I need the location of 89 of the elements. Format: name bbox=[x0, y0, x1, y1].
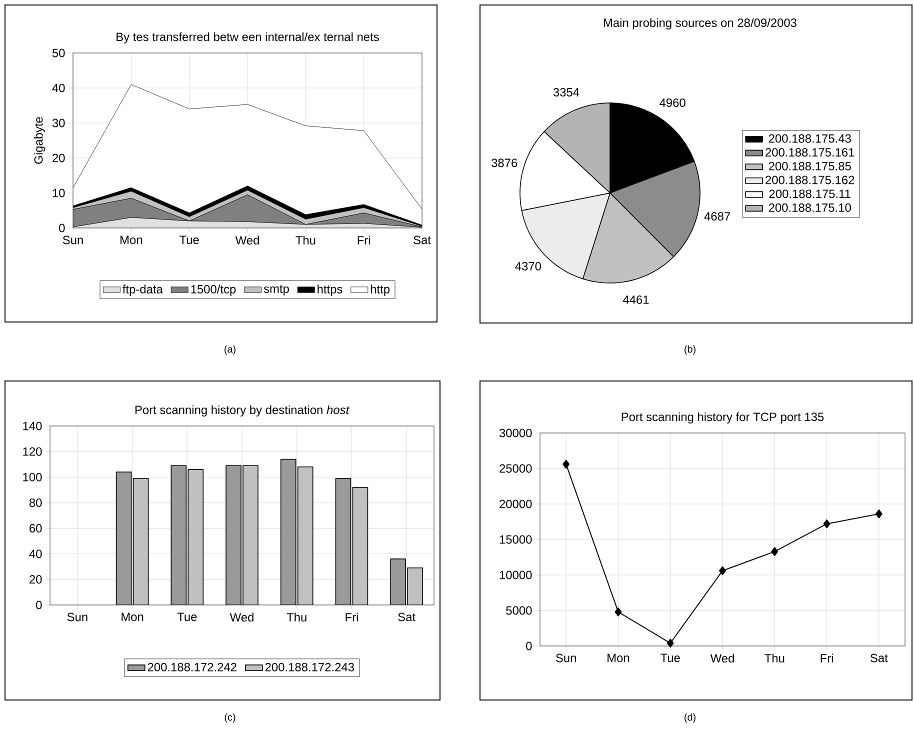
y-tick-label: 25000 bbox=[500, 464, 532, 473]
x-tick-label: Fri bbox=[346, 612, 358, 622]
bar bbox=[297, 466, 314, 605]
bar bbox=[132, 478, 149, 605]
y-tick-label: 10000 bbox=[500, 570, 532, 580]
y-tick-label: 10 bbox=[52, 188, 65, 198]
data-label: 4370 bbox=[515, 262, 542, 270]
legend-label: 200.188.175.11 bbox=[769, 190, 850, 198]
bar bbox=[170, 465, 187, 605]
bar bbox=[280, 458, 296, 605]
x-tick-label: Sun bbox=[556, 654, 576, 662]
y-tick-label: 5000 bbox=[506, 606, 532, 615]
point bbox=[666, 638, 674, 648]
y-tick-label: 80 bbox=[29, 498, 42, 507]
legend-label: smtp bbox=[264, 285, 289, 296]
data-label: 3354 bbox=[553, 88, 580, 96]
x-tick-label: Sat bbox=[870, 654, 888, 662]
x-tick-label: Wed bbox=[710, 654, 734, 663]
x-tick-label: Fri bbox=[820, 654, 833, 662]
x-tick-label: Thu bbox=[296, 236, 316, 245]
data-label: 4960 bbox=[660, 98, 686, 107]
y-tick-label: 20000 bbox=[500, 500, 532, 508]
x-tick-label: Mon bbox=[122, 612, 144, 622]
point bbox=[719, 566, 726, 576]
text: (d) bbox=[684, 713, 696, 723]
point bbox=[823, 519, 830, 528]
data-label: 4461 bbox=[622, 295, 649, 304]
legend-label: ftp-data bbox=[122, 284, 163, 296]
point bbox=[875, 509, 882, 518]
y-tick-label: 15000 bbox=[500, 535, 532, 544]
y-tick-label: 120 bbox=[23, 447, 42, 456]
bar bbox=[335, 478, 352, 605]
bar bbox=[407, 568, 423, 605]
y-tick-label: 0 bbox=[526, 642, 532, 650]
x-tick-label: Thu bbox=[286, 612, 306, 622]
legend-label: 1500/tcp bbox=[191, 284, 236, 296]
text: (b) bbox=[684, 345, 696, 355]
x-tick-label: Sat bbox=[414, 236, 431, 244]
legend-label: 200.188.175.43 bbox=[768, 134, 851, 143]
point bbox=[562, 460, 570, 469]
y-tick-label: 30000 bbox=[499, 428, 532, 438]
bar bbox=[352, 486, 368, 605]
legend-label: 200.188.175.161 bbox=[766, 148, 854, 157]
y-tick-label: 20 bbox=[52, 154, 65, 162]
bar bbox=[390, 558, 406, 605]
data-label: 3876 bbox=[492, 158, 518, 168]
bar bbox=[188, 469, 204, 605]
x-tick-label: Sun bbox=[62, 236, 83, 244]
point bbox=[614, 607, 622, 616]
y-tick-label: 0 bbox=[36, 600, 42, 610]
x-tick-label: Mon bbox=[608, 654, 630, 662]
y-tick-label: 0 bbox=[59, 224, 65, 232]
x-tick-label: Sat bbox=[398, 612, 416, 622]
x-tick-label: Fri bbox=[358, 236, 370, 244]
legend-label: 200.188.175.10 bbox=[768, 203, 851, 212]
text: (a) bbox=[224, 345, 236, 355]
x-tick-label: Tue bbox=[177, 612, 197, 622]
y-tick-label: 60 bbox=[30, 524, 42, 532]
x-tick-label: Sun bbox=[67, 612, 88, 622]
bar bbox=[242, 465, 258, 605]
bar bbox=[116, 472, 132, 605]
x-tick-label: Mon bbox=[120, 236, 142, 244]
y-tick-label: 140 bbox=[23, 422, 42, 430]
legend-label: http bbox=[370, 284, 390, 296]
y-axis-title: Gigabyte bbox=[34, 117, 46, 164]
chart-title: Main probing sources on 28/09/2003 bbox=[604, 18, 796, 30]
y-tick-label: 40 bbox=[52, 84, 65, 92]
x-tick-label: Thu bbox=[764, 654, 784, 663]
legend-label: 200.188.172.243 bbox=[265, 662, 354, 672]
x-tick-label: Tue bbox=[180, 236, 199, 244]
y-tick-label: 30 bbox=[52, 118, 65, 128]
legend-label: https bbox=[318, 284, 342, 296]
y-tick-label: 40 bbox=[29, 550, 42, 558]
y-tick-label: 20 bbox=[30, 575, 42, 584]
chart-title: By tes transferred betw een internal/ex ternal nets bbox=[116, 32, 379, 44]
x-tick-label: Wed bbox=[230, 612, 254, 622]
y-tick-label: 50 bbox=[52, 48, 65, 58]
legend-label: 200.188.175.85 bbox=[768, 162, 851, 170]
text: (c) bbox=[224, 713, 236, 723]
legend-label: 200.188.175.162 bbox=[766, 176, 854, 184]
data-label: 4687 bbox=[704, 212, 730, 221]
x-tick-label: Wed bbox=[235, 236, 259, 245]
bar bbox=[226, 465, 242, 605]
chart-title: Port scanning history for TCP port 135 bbox=[622, 412, 824, 424]
legend-label: 200.188.172.242 bbox=[148, 662, 236, 672]
chart-title: Port scanning history by destination host bbox=[135, 405, 350, 416]
point bbox=[771, 547, 778, 556]
y-tick-label: 100 bbox=[23, 472, 42, 482]
x-tick-label: Tue bbox=[660, 654, 680, 662]
